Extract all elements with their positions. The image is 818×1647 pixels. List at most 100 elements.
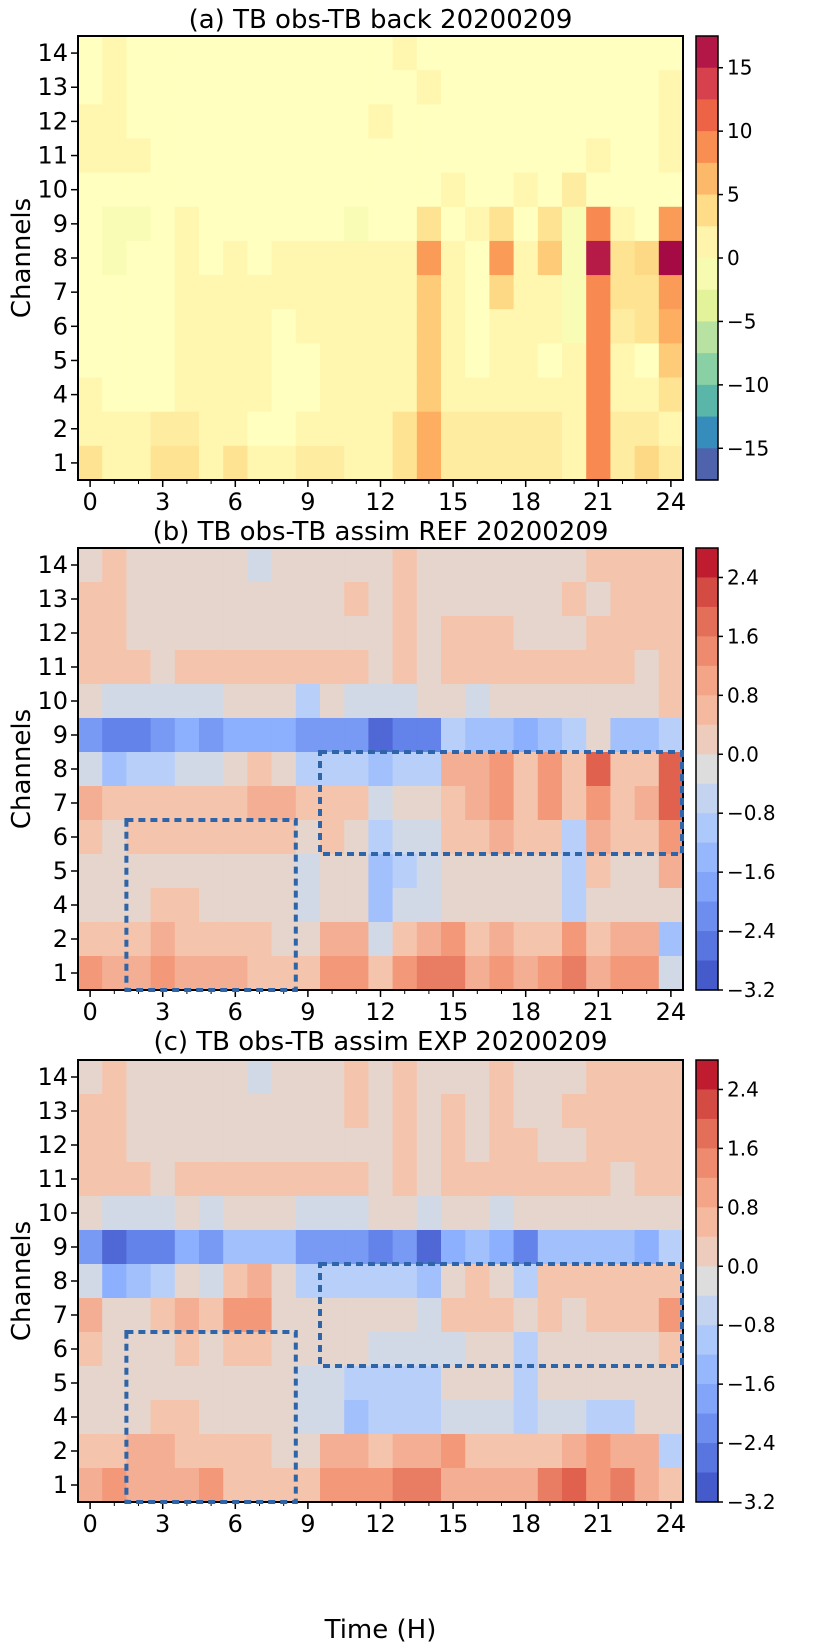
colorbar-tick-label: −15 bbox=[727, 436, 769, 460]
heatmap-cell bbox=[586, 36, 611, 71]
heatmap-cell bbox=[150, 854, 176, 889]
heatmap-cell bbox=[199, 240, 224, 276]
heatmap-cell bbox=[634, 582, 660, 617]
heatmap-cell bbox=[586, 275, 611, 310]
heatmap-cell bbox=[610, 206, 636, 242]
heatmap-cell bbox=[223, 956, 248, 991]
heatmap-cell bbox=[174, 1264, 200, 1299]
heatmap-cell bbox=[174, 684, 200, 719]
heatmap-cell bbox=[174, 36, 200, 71]
heatmap-cell bbox=[126, 548, 152, 583]
heatmap-cell bbox=[295, 1264, 321, 1299]
colorbar-band bbox=[696, 226, 718, 259]
heatmap-cell bbox=[150, 1060, 176, 1095]
heatmap-cell bbox=[78, 1298, 103, 1333]
heatmap-cell bbox=[271, 172, 297, 208]
heatmap-cell bbox=[368, 309, 394, 344]
heatmap-cell bbox=[537, 445, 563, 481]
heatmap-cell bbox=[344, 1128, 369, 1163]
heatmap-cell bbox=[562, 275, 587, 310]
colorbar-band bbox=[696, 842, 718, 873]
heatmap-cell bbox=[658, 1162, 684, 1197]
heatmap-cell bbox=[271, 343, 297, 379]
heatmap-cell bbox=[658, 36, 684, 71]
heatmap-cell bbox=[271, 309, 297, 344]
heatmap-cell bbox=[295, 684, 321, 719]
heatmap-cell bbox=[392, 820, 418, 855]
heatmap-cell bbox=[489, 786, 515, 821]
heatmap-cell bbox=[537, 1196, 563, 1231]
heatmap-cell bbox=[126, 1196, 152, 1231]
heatmap-cell bbox=[150, 922, 176, 957]
heatmap-cell bbox=[634, 377, 660, 413]
x-tick-label: 21 bbox=[583, 1510, 614, 1538]
heatmap-cell bbox=[271, 616, 297, 651]
heatmap-cell bbox=[102, 922, 127, 957]
colorbar-band bbox=[696, 1325, 718, 1356]
heatmap-cell bbox=[586, 1162, 611, 1197]
heatmap-cell bbox=[223, 854, 248, 889]
heatmap-cell bbox=[344, 650, 369, 685]
heatmap-cell bbox=[150, 411, 176, 447]
heatmap-cell bbox=[416, 1332, 442, 1367]
heatmap-cell bbox=[368, 1366, 394, 1401]
y-axis-label: Channels bbox=[7, 709, 37, 829]
heatmap-cell bbox=[634, 1230, 660, 1265]
heatmap-cell bbox=[247, 1298, 273, 1333]
heatmap-cell bbox=[658, 377, 684, 413]
y-tick-label: 10 bbox=[37, 687, 68, 715]
heatmap-cell bbox=[271, 1060, 297, 1095]
heatmap-cell bbox=[465, 1060, 490, 1095]
heatmap-cell bbox=[247, 1332, 273, 1367]
heatmap-cell bbox=[247, 343, 273, 379]
heatmap-cell bbox=[562, 206, 587, 242]
heatmap-cell bbox=[150, 104, 176, 140]
heatmap-cell bbox=[634, 684, 660, 719]
x-tick-label: 18 bbox=[510, 1510, 541, 1538]
heatmap-cell bbox=[271, 1162, 297, 1197]
y-tick-label: 14 bbox=[37, 39, 68, 67]
heatmap-cell bbox=[150, 888, 176, 923]
heatmap-cell bbox=[562, 956, 587, 991]
heatmap-cell bbox=[295, 888, 321, 923]
colorbar-band bbox=[696, 194, 718, 227]
heatmap-cell bbox=[562, 888, 587, 923]
heatmap-cell bbox=[465, 684, 490, 719]
heatmap-cell bbox=[416, 1400, 442, 1435]
heatmap-cell bbox=[416, 1162, 442, 1197]
y-tick-label: 4 bbox=[53, 381, 68, 409]
heatmap-cell bbox=[247, 1230, 273, 1265]
heatmap-cell bbox=[174, 956, 200, 991]
heatmap-cell bbox=[441, 70, 466, 105]
heatmap-cell bbox=[513, 1332, 539, 1367]
heatmap-cell bbox=[416, 888, 442, 923]
heatmap-cell bbox=[320, 1094, 345, 1129]
heatmap-cell bbox=[295, 752, 321, 787]
heatmap-cell bbox=[610, 172, 636, 208]
heatmap-cell bbox=[223, 445, 248, 481]
y-tick-label: 6 bbox=[53, 312, 68, 340]
heatmap-cell bbox=[126, 1264, 152, 1299]
heatmap-cell bbox=[489, 1230, 515, 1265]
heatmap-cell bbox=[441, 684, 466, 719]
colorbar: 15 10 5 0 −5 −10 −15 bbox=[695, 35, 769, 481]
heatmap-cell bbox=[271, 1264, 297, 1299]
heatmap-cell bbox=[441, 206, 466, 242]
heatmap-cell bbox=[416, 377, 442, 413]
heatmap-cell bbox=[320, 1162, 345, 1197]
heatmap-cell bbox=[513, 138, 539, 174]
heatmap-cell bbox=[562, 1162, 587, 1197]
heatmap-cell bbox=[416, 956, 442, 991]
heatmap-cell bbox=[465, 1366, 490, 1401]
heatmap-cell bbox=[199, 1196, 224, 1231]
heatmap-cell bbox=[537, 1434, 563, 1469]
heatmap-cell bbox=[223, 684, 248, 719]
heatmap-cell bbox=[441, 1128, 466, 1163]
heatmap-cell bbox=[247, 275, 273, 310]
heatmap-cell bbox=[78, 820, 103, 855]
heatmap-cell bbox=[562, 1060, 587, 1095]
heatmap-cell bbox=[295, 1434, 321, 1469]
heatmap-cell bbox=[271, 104, 297, 140]
heatmap-cell bbox=[658, 343, 684, 379]
heatmap-cell bbox=[150, 377, 176, 413]
